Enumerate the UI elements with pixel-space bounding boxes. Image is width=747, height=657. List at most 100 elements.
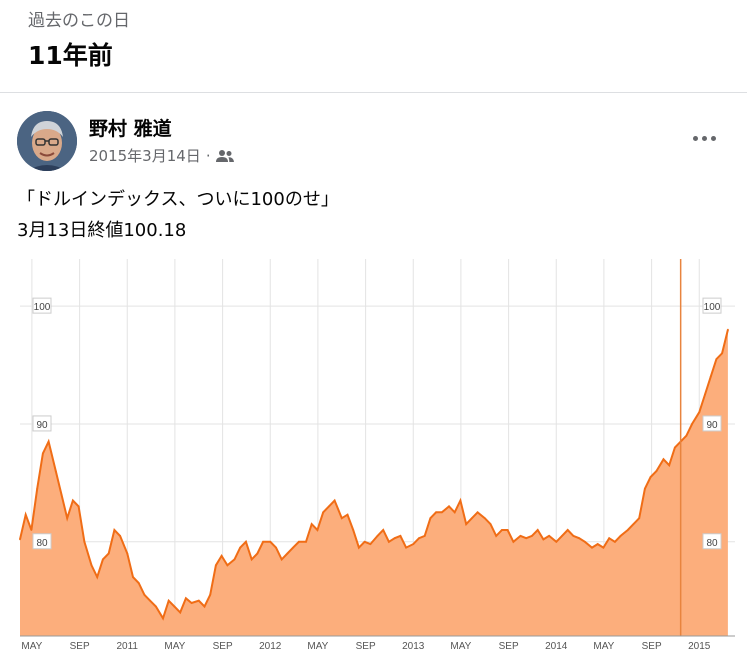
memories-header: 過去のこの日 11年前 xyxy=(0,0,747,92)
x-tick-label: SEP xyxy=(356,641,376,652)
data-point xyxy=(685,434,688,437)
x-tick-label: 2011 xyxy=(116,641,138,652)
x-tick-label: SEP xyxy=(213,641,233,652)
data-point xyxy=(561,535,563,537)
data-point xyxy=(19,538,21,541)
data-point xyxy=(245,540,247,543)
data-point xyxy=(328,505,330,508)
data-point xyxy=(162,617,164,620)
chart-image[interactable]: 80 80 90 90 100 100 MAY SEP 2011 MAY SEP 2012 MAY SEP… xyxy=(0,259,747,657)
data-point xyxy=(280,558,283,561)
data-point xyxy=(226,564,229,567)
data-point xyxy=(471,517,473,520)
data-point xyxy=(668,464,671,467)
x-tick-label: 2014 xyxy=(545,641,568,652)
y-tick-label-box xyxy=(702,415,722,432)
x-tick-label: MAY xyxy=(307,641,328,652)
data-point xyxy=(506,529,509,531)
data-point xyxy=(262,540,264,543)
data-point xyxy=(614,540,616,543)
y-tick-label-right: 100 xyxy=(704,302,721,313)
x-tick-label: MAY xyxy=(164,641,185,652)
x-tick-label: SEP xyxy=(70,641,90,652)
data-point xyxy=(662,458,665,461)
data-point xyxy=(286,552,289,555)
data-point xyxy=(555,540,558,543)
data-point xyxy=(418,537,420,540)
data-point xyxy=(674,446,676,449)
data-point xyxy=(24,513,27,516)
data-point xyxy=(591,546,593,549)
data-point xyxy=(346,513,349,516)
data-point xyxy=(305,540,307,543)
data-point xyxy=(453,511,456,514)
data-point xyxy=(269,540,272,543)
data-point xyxy=(72,499,74,502)
data-point xyxy=(220,555,223,557)
data-point xyxy=(149,599,152,602)
data-point xyxy=(42,452,44,455)
data-point xyxy=(393,537,396,540)
data-point xyxy=(119,535,121,537)
data-point xyxy=(704,393,706,396)
data-point xyxy=(429,517,432,520)
data-point xyxy=(203,605,206,608)
data-point xyxy=(185,597,187,600)
post-date[interactable]: 2015年3月14日 xyxy=(89,147,201,165)
x-tick-label: MAY xyxy=(593,641,614,652)
data-point xyxy=(316,529,319,531)
data-point xyxy=(388,540,390,543)
data-point xyxy=(619,535,622,537)
data-point xyxy=(727,328,729,331)
data-point xyxy=(54,470,57,472)
x-tick-label: SEP xyxy=(499,641,519,652)
data-point xyxy=(340,517,343,520)
y-tick-label-box xyxy=(32,297,52,314)
data-point xyxy=(369,543,372,545)
data-point xyxy=(644,487,646,490)
data-point xyxy=(250,558,253,561)
data-point xyxy=(239,546,242,549)
data-point xyxy=(143,593,146,596)
data-point xyxy=(412,543,415,545)
data-point xyxy=(107,552,110,555)
data-point xyxy=(77,505,80,508)
y-tick-label-box xyxy=(32,533,52,550)
x-tick-label: 2015 xyxy=(688,641,711,652)
data-point xyxy=(584,540,586,543)
data-point xyxy=(602,546,605,549)
x-tick-label: SEP xyxy=(642,641,662,652)
divider xyxy=(0,92,747,93)
y-tick-label-left: 80 xyxy=(36,538,48,549)
more-options-button[interactable] xyxy=(684,122,724,154)
data-point xyxy=(256,552,259,555)
x-tick-label: MAY xyxy=(450,641,471,652)
data-point xyxy=(531,535,533,537)
data-point xyxy=(608,537,611,540)
data-point xyxy=(376,535,379,537)
more-horizontal-icon xyxy=(692,135,698,141)
x-tick-label: 2012 xyxy=(259,641,282,652)
data-point xyxy=(525,537,528,540)
data-point xyxy=(441,511,443,514)
data-point xyxy=(173,605,176,608)
avatar[interactable] xyxy=(17,111,77,171)
author-name[interactable]: 野村 雅道 xyxy=(89,118,172,140)
data-point xyxy=(96,576,99,578)
data-point xyxy=(190,602,193,604)
data-point xyxy=(709,375,712,378)
dollar-index-chart: 80 80 90 90 100 100 MAY SEP 2011 MAY SEP 2012 MAY SEP… xyxy=(19,259,735,652)
y-tick-label-right: 80 xyxy=(706,538,718,549)
data-point xyxy=(382,529,385,531)
data-point xyxy=(501,529,503,531)
data-point xyxy=(465,523,468,525)
data-point xyxy=(155,605,157,608)
data-point xyxy=(519,535,522,537)
meta-separator: · xyxy=(205,146,211,165)
data-point xyxy=(536,529,539,531)
data-point xyxy=(233,558,236,561)
friends-icon[interactable] xyxy=(215,149,234,163)
y-tick-label-box xyxy=(702,297,722,314)
data-point xyxy=(512,540,515,543)
data-point xyxy=(566,529,569,531)
